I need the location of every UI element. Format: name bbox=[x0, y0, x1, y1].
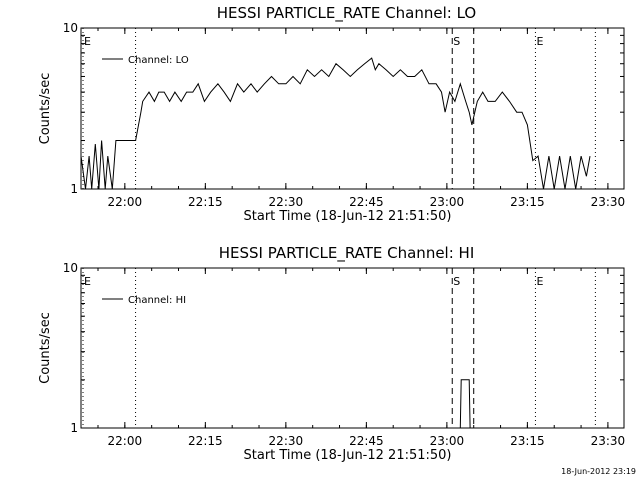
chart-title: HESSI PARTICLE_RATE Channel: LO bbox=[217, 4, 476, 23]
legend-label: Channel: LO bbox=[128, 55, 189, 66]
x-tick-label: 22:15 bbox=[188, 434, 223, 448]
y-axis-label: Counts/sec bbox=[38, 73, 53, 145]
x-tick-label: 23:00 bbox=[430, 195, 465, 209]
x-tick-label: 22:30 bbox=[269, 195, 304, 209]
y-tick-label: 10 bbox=[63, 21, 78, 35]
annotation-label: S bbox=[453, 35, 460, 48]
hi-channel-panel: HESSI PARTICLE_RATE Channel: HI 22:00 22:1… bbox=[38, 244, 625, 463]
series-line bbox=[80, 57, 591, 190]
annotation-label: E bbox=[536, 275, 543, 288]
x-tick-label: 23:15 bbox=[510, 434, 545, 448]
x-tick-label: 22:30 bbox=[269, 434, 304, 448]
y-axis-label: Counts/sec bbox=[38, 312, 53, 384]
x-tick-label: 23:00 bbox=[430, 434, 465, 448]
x-tick-label: 22:00 bbox=[108, 434, 143, 448]
x-axis-label: Start Time (18-Jun-12 21:51:50) bbox=[244, 209, 452, 224]
annotation-label: E bbox=[536, 35, 543, 48]
x-axis-label: Start Time (18-Jun-12 21:51:50) bbox=[244, 448, 452, 463]
x-tick-label: 22:00 bbox=[108, 195, 143, 209]
chart-title: HESSI PARTICLE_RATE Channel: HI bbox=[219, 244, 475, 263]
legend-label: Channel: HI bbox=[128, 295, 186, 306]
x-tick-label: 23:15 bbox=[510, 195, 545, 209]
lo-channel-panel: HESSI PARTICLE_RATE Channel: LO 22:00 22:1… bbox=[38, 4, 625, 224]
y-tick-label: 1 bbox=[70, 421, 78, 435]
y-tick-label: 1 bbox=[70, 182, 78, 196]
plot-frame bbox=[80, 267, 625, 429]
x-tick-label: 22:45 bbox=[349, 434, 384, 448]
plot-frame bbox=[80, 27, 625, 190]
y-tick-label: 10 bbox=[63, 261, 78, 275]
series-line bbox=[454, 379, 474, 429]
x-tick-label: 22:45 bbox=[349, 195, 384, 209]
x-tick-label: 23:30 bbox=[591, 195, 626, 209]
annotation-label: E bbox=[84, 35, 91, 48]
annotation-label: E bbox=[84, 275, 91, 288]
x-tick-label: 23:30 bbox=[591, 434, 626, 448]
x-tick-label: 22:15 bbox=[188, 195, 223, 209]
render-timestamp: 18-Jun-2012 23:19 bbox=[561, 467, 636, 476]
annotation-label: S bbox=[453, 275, 460, 288]
